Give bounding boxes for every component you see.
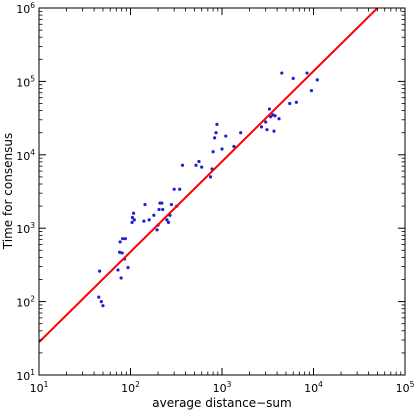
y-tick-label: 105 (16, 74, 35, 89)
data-point (98, 269, 102, 273)
data-point (277, 117, 281, 121)
data-point (232, 144, 236, 149)
data-point (200, 165, 204, 169)
data-point (157, 207, 161, 212)
data-point (272, 129, 276, 133)
y-tick-label: 106 (16, 1, 35, 16)
plot-frame (38, 7, 406, 376)
data-point (132, 218, 136, 222)
x-tick-label: 101 (30, 380, 49, 395)
data-point (147, 218, 151, 222)
data-point (152, 213, 156, 217)
data-point (155, 228, 159, 232)
data-point (267, 107, 272, 111)
data-point (280, 71, 284, 75)
data-point (215, 122, 219, 126)
x-tick-label: 104 (304, 380, 323, 395)
data-point (120, 251, 124, 255)
data-point (211, 150, 215, 154)
ticks-layer: 101 102 103 104 105 101 102 103 104 105 106 (16, 1, 414, 395)
data-point (208, 175, 213, 179)
data-point (143, 202, 147, 207)
data-point (169, 202, 174, 207)
plot-background (39, 8, 405, 375)
data-point (180, 163, 185, 167)
data-point (121, 237, 125, 241)
data-point (197, 159, 201, 164)
fit-line (39, 8, 379, 343)
data-point (288, 101, 292, 106)
data-point (161, 207, 165, 212)
data-point (142, 219, 146, 223)
data-point (172, 187, 176, 191)
data-point (99, 300, 103, 304)
y-tick-label: 101 (16, 368, 35, 383)
data-point (118, 240, 122, 244)
data-point (213, 136, 217, 140)
data-point (291, 76, 295, 80)
data-point (315, 78, 319, 82)
x-tick-label: 102 (121, 380, 140, 395)
data-point (265, 128, 269, 132)
data-point (264, 120, 268, 124)
data-point (97, 295, 101, 299)
data-point (126, 266, 130, 270)
data-point (178, 187, 182, 191)
data-point (119, 276, 123, 280)
data-point (224, 134, 228, 138)
x-axis-label: average distance−sum (152, 396, 291, 410)
y-tick-label: 104 (16, 148, 35, 163)
data-point (239, 131, 243, 135)
data-point (273, 114, 277, 118)
series-layer (39, 8, 379, 343)
data-point (116, 268, 120, 272)
x-tick-label: 105 (396, 380, 415, 395)
data-point (131, 211, 136, 215)
data-point (194, 163, 198, 167)
data-point (123, 237, 128, 241)
data-point (294, 100, 298, 104)
data-point (214, 131, 218, 135)
x-tick-label: 103 (213, 380, 232, 395)
data-point (101, 304, 105, 308)
y-tick-label: 103 (16, 221, 35, 236)
data-point (130, 215, 135, 220)
data-point (165, 218, 169, 222)
data-point (117, 250, 122, 254)
data-point (305, 71, 309, 75)
data-point (166, 220, 171, 224)
data-point (160, 201, 164, 205)
data-point (269, 115, 273, 119)
data-point (220, 147, 224, 151)
data-point (130, 220, 134, 224)
data-point (309, 88, 314, 93)
y-axis-label: Time for consensus (1, 133, 15, 250)
data-point (259, 125, 264, 129)
y-tick-label: 102 (16, 295, 35, 310)
